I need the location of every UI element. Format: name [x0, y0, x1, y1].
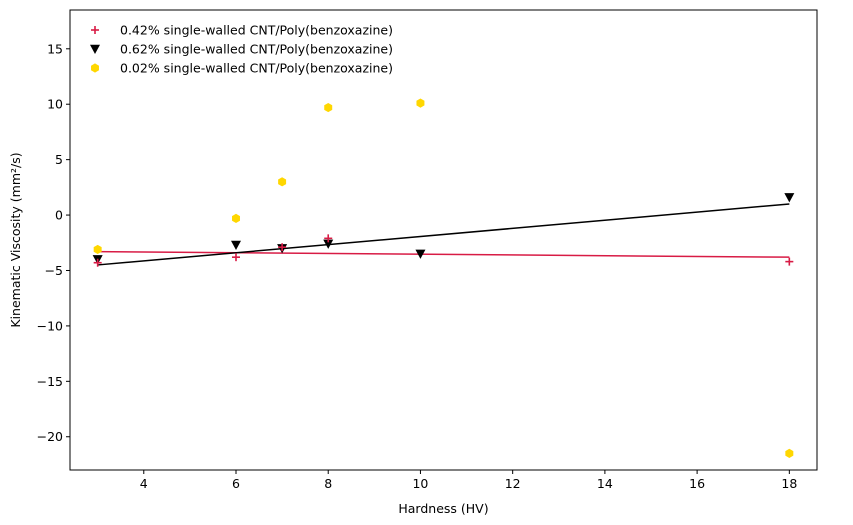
- legend-marker: [90, 44, 100, 54]
- x-tick-label: 16: [689, 476, 705, 491]
- x-tick-label: 12: [505, 476, 521, 491]
- y-axis: −20 −15 −10 −5 0 5 10 15: [37, 41, 70, 444]
- legend: 0.42% single-walled CNT/Poly(benzoxazine…: [90, 23, 393, 76]
- legend-label: 0.02% single-walled CNT/Poly(benzoxazine…: [120, 61, 393, 76]
- legend-label: 0.42% single-walled CNT/Poly(benzoxazine…: [120, 23, 393, 38]
- data-point: [785, 448, 794, 458]
- y-tick-label: 15: [47, 41, 63, 56]
- data-point: [93, 258, 102, 267]
- legend-marker: [91, 26, 99, 34]
- y-tick-label: 0: [55, 208, 63, 223]
- legend-label: 0.62% single-walled CNT/Poly(benzoxazine…: [120, 42, 393, 57]
- y-tick-label: 10: [47, 97, 63, 112]
- data-point: [785, 257, 794, 266]
- data-point: [232, 213, 240, 223]
- x-axis: 4 6 8 10 12 14 16 18: [140, 470, 797, 491]
- series-1: [93, 234, 794, 267]
- x-tick-label: 14: [597, 476, 613, 491]
- plot-content: [92, 98, 795, 458]
- y-tick-label: −15: [37, 374, 63, 389]
- data-point: [278, 243, 287, 252]
- data-point: [784, 193, 795, 203]
- y-tick-label: 5: [55, 152, 63, 167]
- data-point: [324, 102, 333, 113]
- series-2: [92, 193, 795, 265]
- x-tick-label: 6: [232, 476, 240, 491]
- data-point: [416, 98, 425, 108]
- data-point: [232, 253, 240, 262]
- data-point: [323, 239, 334, 249]
- x-tick-label: 10: [412, 476, 428, 491]
- data-point: [324, 234, 333, 243]
- x-tick-label: 8: [324, 476, 332, 491]
- plot-frame: [69, 9, 818, 471]
- y-tick-label: −20: [37, 429, 63, 444]
- x-tick-label: 4: [140, 476, 148, 491]
- data-point: [415, 249, 426, 259]
- y-tick-label: −10: [37, 318, 63, 333]
- legend-marker: [91, 63, 99, 73]
- y-tick-label: −5: [45, 263, 63, 278]
- series-3: [93, 98, 794, 458]
- data-point: [93, 244, 102, 255]
- x-tick-label: 18: [781, 476, 797, 491]
- trend-line-series-2: [97, 203, 790, 266]
- trend-line-series-1: [97, 250, 790, 258]
- y-axis-label: Kinematic Viscosity (mm²/s): [8, 152, 23, 327]
- data-point: [231, 240, 241, 250]
- data-point: [278, 177, 287, 187]
- x-axis-label: Hardness (HV): [398, 501, 488, 516]
